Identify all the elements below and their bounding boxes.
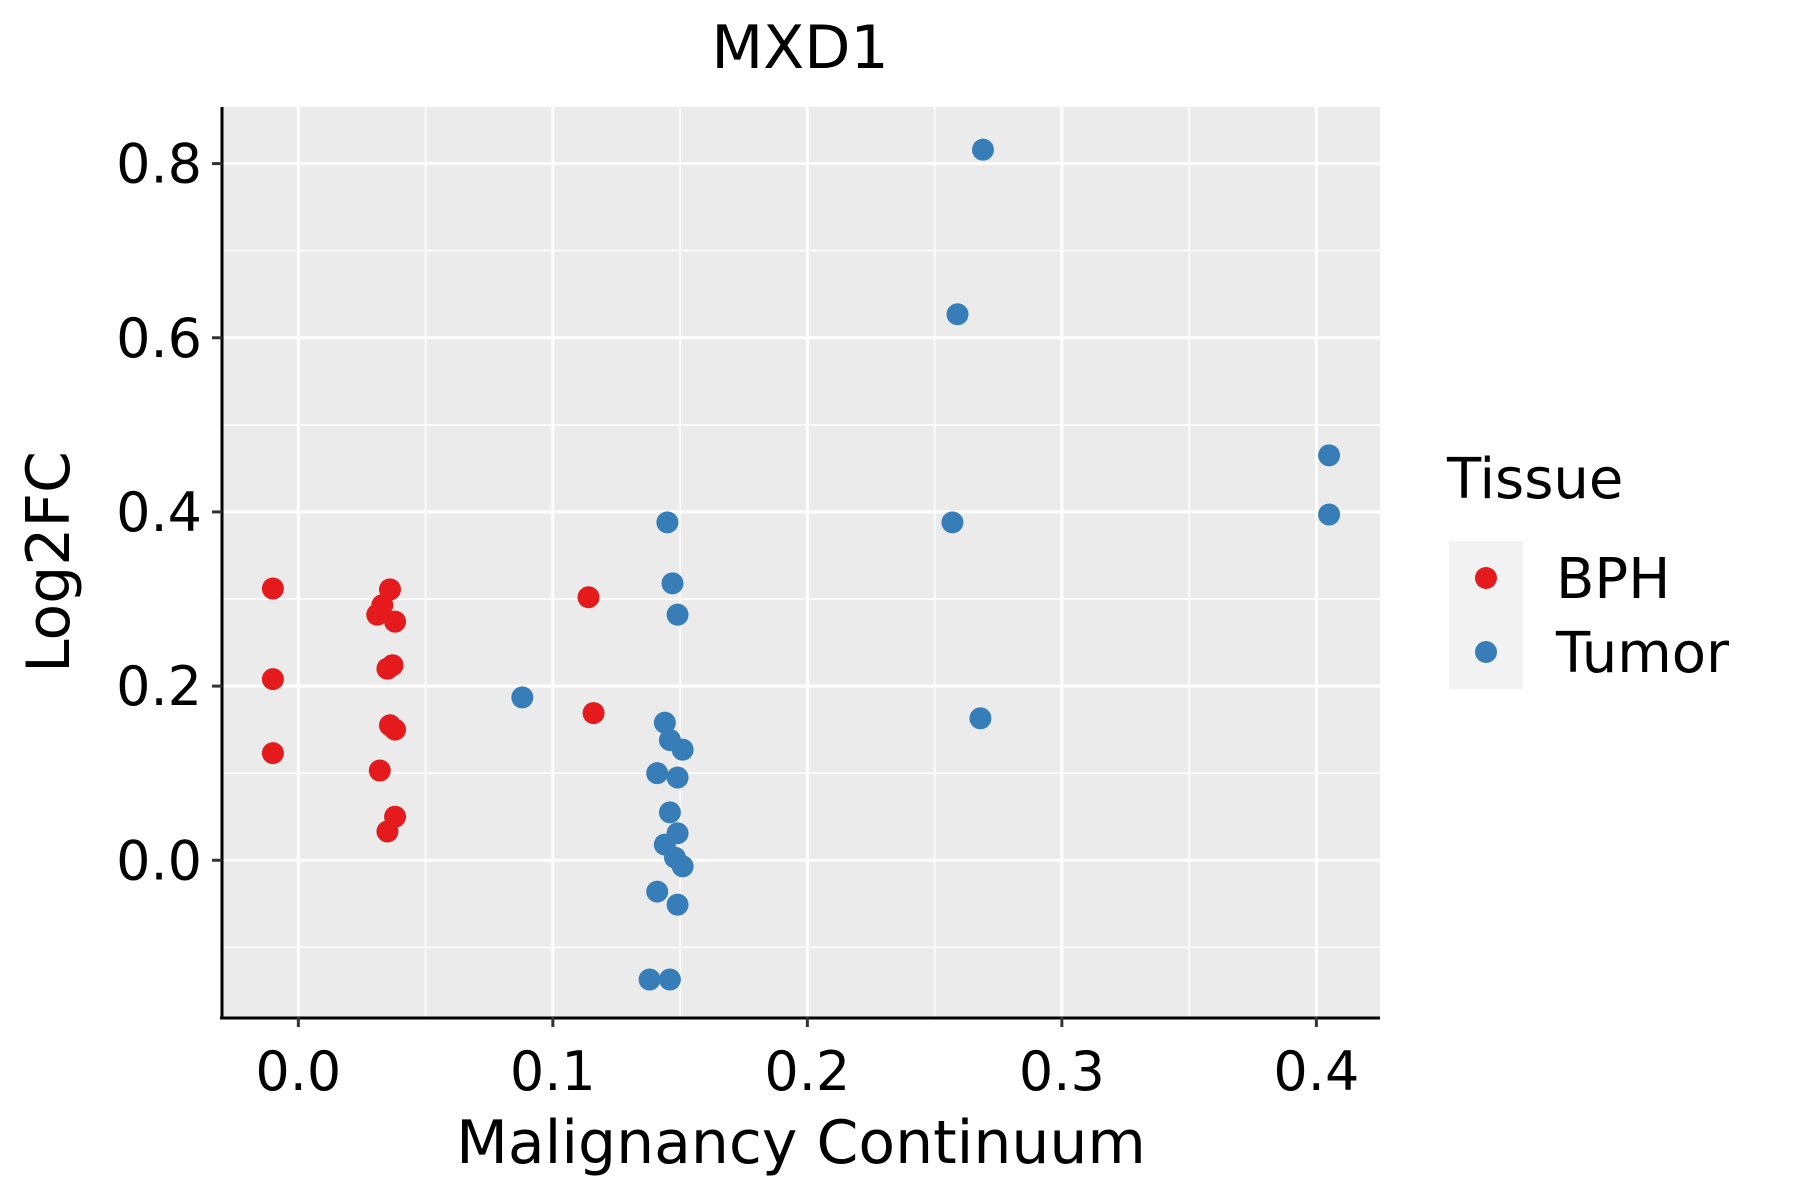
y-axis-ticks: 0.0 0.2 0.4 0.6 0.8 [116, 133, 222, 892]
point-tumor [638, 968, 661, 991]
x-axis-title: Malignancy Continuum [456, 1108, 1146, 1178]
point-tumor [646, 880, 669, 903]
point-bph [261, 668, 284, 691]
point-tumor [941, 511, 964, 534]
y-tick-label: 0.4 [116, 481, 202, 544]
legend-key-background [1449, 541, 1523, 689]
x-tick-label: 0.4 [1273, 1040, 1359, 1103]
point-tumor [511, 686, 534, 709]
y-tick-label: 0.6 [116, 307, 202, 370]
legend: Tissue BPH Tumor [1446, 447, 1730, 689]
x-tick-label: 0.3 [1019, 1040, 1105, 1103]
point-tumor [646, 762, 669, 785]
chart-title: MXD1 [711, 13, 888, 83]
point-bph [577, 586, 600, 609]
legend-label-tumor: Tumor [1555, 621, 1730, 686]
point-bph [378, 578, 401, 601]
y-tick-label: 0.0 [116, 829, 202, 892]
point-tumor [666, 766, 689, 789]
point-tumor [661, 572, 684, 595]
point-bph [384, 610, 407, 633]
point-tumor [946, 303, 969, 326]
x-axis-ticks: 0.0 0.1 0.2 0.3 0.4 [255, 1017, 1359, 1103]
point-tumor [653, 711, 676, 734]
x-tick-label: 0.1 [510, 1040, 596, 1103]
legend-key-tumor [1475, 641, 1497, 663]
point-bph [381, 654, 404, 677]
point-tumor [658, 801, 681, 824]
point-tumor [971, 138, 994, 161]
plot-panel [222, 107, 1380, 1017]
point-bph [384, 718, 407, 741]
x-tick-label: 0.0 [255, 1040, 341, 1103]
point-tumor [656, 511, 679, 534]
point-bph [261, 577, 284, 600]
data-points [261, 138, 1341, 991]
point-tumor [671, 855, 694, 878]
y-axis-title: Log2FC [14, 451, 84, 673]
legend-title: Tissue [1446, 447, 1623, 512]
point-tumor [666, 603, 689, 626]
gridlines [222, 107, 1380, 1017]
point-bph [376, 820, 399, 843]
point-bph [261, 742, 284, 765]
y-tick-label: 0.8 [116, 133, 202, 196]
x-tick-label: 0.2 [764, 1040, 850, 1103]
point-tumor [1318, 444, 1341, 467]
y-tick-label: 0.2 [116, 655, 202, 718]
point-bph [368, 759, 391, 782]
legend-key-bph [1475, 567, 1497, 589]
legend-label-bph: BPH [1556, 547, 1670, 612]
point-tumor [666, 893, 689, 916]
point-tumor [671, 738, 694, 761]
point-tumor [969, 707, 992, 730]
point-tumor [1318, 503, 1341, 526]
point-tumor [658, 968, 681, 991]
point-bph [582, 702, 605, 725]
